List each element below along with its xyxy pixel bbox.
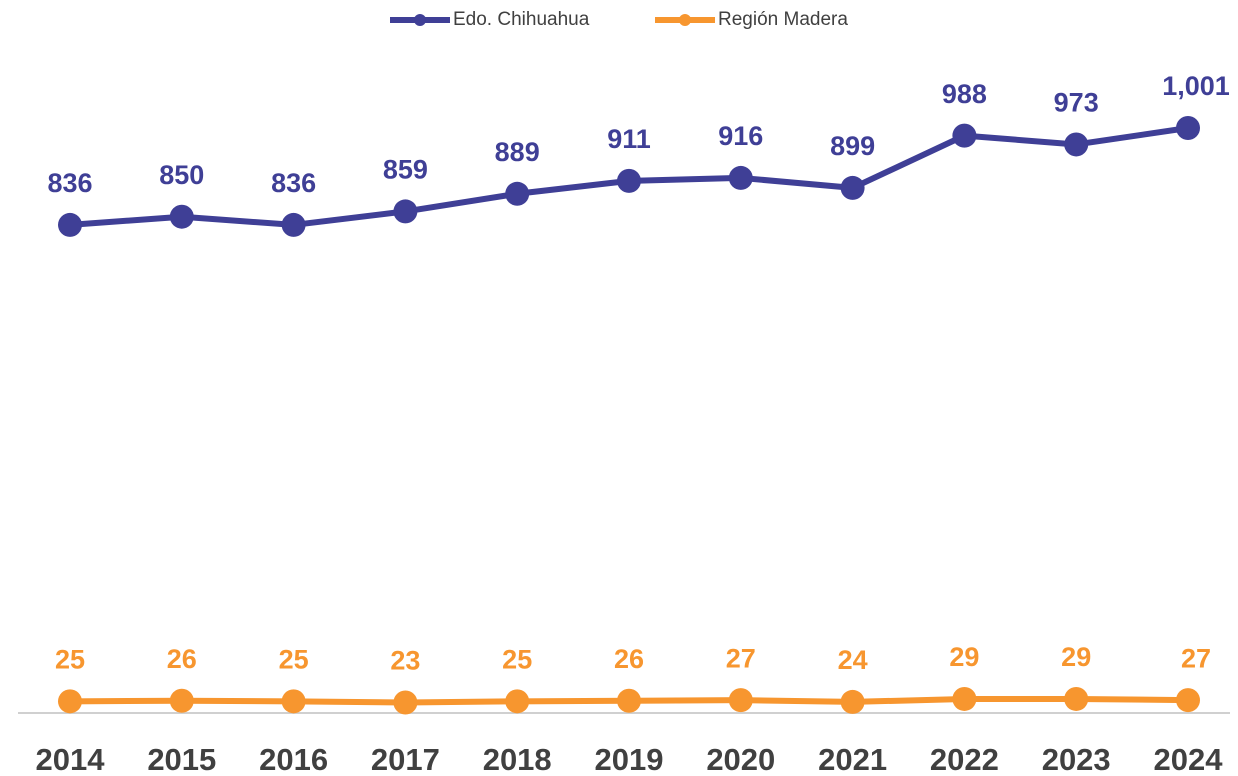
data-label: 29	[1061, 642, 1091, 672]
data-label: 27	[726, 643, 756, 673]
point-marker	[728, 165, 753, 190]
data-label: 889	[495, 137, 540, 167]
data-label: 916	[718, 121, 763, 151]
data-label: 836	[271, 168, 316, 198]
x-tick-label: 2020	[706, 742, 775, 776]
point-marker	[617, 168, 641, 193]
point-marker	[952, 686, 977, 711]
point-marker	[1176, 688, 1200, 713]
x-tick-label: 2017	[371, 742, 440, 776]
point-marker	[58, 689, 82, 714]
point-marker	[58, 212, 82, 237]
data-label: 26	[167, 644, 197, 674]
legend-label: Región Madera	[718, 9, 848, 30]
x-tick-label: 2019	[595, 742, 664, 776]
point-marker	[840, 175, 865, 200]
point-marker	[393, 199, 418, 224]
point-marker	[1176, 116, 1200, 140]
data-label: 1,001	[1162, 71, 1230, 101]
point-marker	[505, 689, 530, 714]
x-tick-label: 2022	[930, 742, 999, 776]
x-tick-label: 2021	[818, 742, 887, 776]
point-marker	[952, 123, 977, 148]
legend-label: Edo. Chihuahua	[453, 9, 590, 30]
x-tick-label: 2018	[483, 742, 552, 776]
point-marker	[281, 689, 306, 714]
point-marker	[505, 181, 530, 206]
x-tick-label: 2014	[36, 742, 106, 776]
data-label: 26	[614, 644, 644, 674]
legend-marker	[679, 14, 691, 26]
x-tick-label: 2023	[1042, 742, 1111, 776]
point-marker	[393, 690, 418, 715]
point-marker	[1064, 132, 1089, 157]
point-marker	[617, 688, 641, 713]
data-label: 25	[55, 644, 85, 674]
point-marker	[169, 688, 194, 713]
x-tick-label: 2024	[1154, 742, 1224, 776]
data-label: 25	[502, 644, 532, 674]
data-label: 25	[279, 644, 309, 674]
data-label: 24	[838, 645, 868, 675]
data-label: 836	[47, 168, 92, 198]
data-label: 988	[942, 79, 987, 109]
point-marker	[728, 688, 753, 713]
data-label: 911	[607, 124, 651, 154]
point-marker	[281, 212, 306, 237]
data-label: 23	[390, 646, 420, 676]
point-marker	[840, 689, 865, 714]
x-tick-label: 2015	[147, 742, 216, 776]
x-tick-label: 2016	[259, 742, 328, 776]
data-label: 973	[1054, 88, 1099, 118]
point-marker	[169, 204, 194, 229]
legend-marker	[414, 14, 426, 26]
data-label: 850	[159, 160, 204, 190]
data-label: 29	[949, 642, 979, 672]
data-label: 899	[830, 131, 875, 161]
point-marker	[1064, 686, 1089, 711]
data-label: 859	[383, 155, 428, 185]
data-label: 27	[1181, 643, 1211, 673]
